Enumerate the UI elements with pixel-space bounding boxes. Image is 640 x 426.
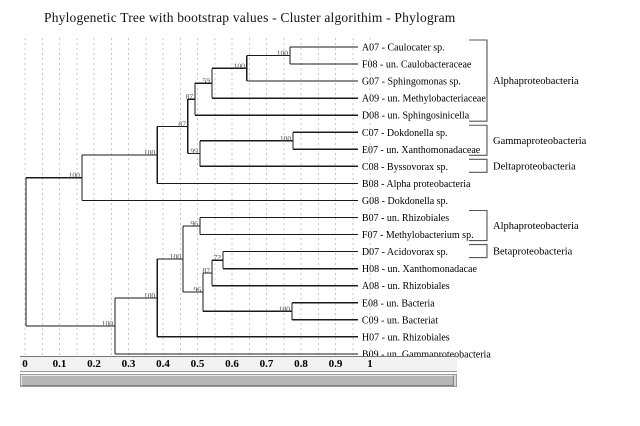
taxon-label[interactable]: B09 - un. Gammaproteobacteria	[362, 349, 491, 360]
bootstrap-value: 100	[102, 319, 114, 328]
axis-tick-label: 0	[22, 358, 28, 370]
group-label: Alphaproteobacteria	[493, 76, 579, 87]
taxon-label[interactable]: H08 - un. Xanthomonadacae	[362, 264, 478, 275]
taxon-label[interactable]: G07 - Sphingomonas sp.	[362, 77, 461, 88]
group-bracket	[469, 39, 488, 122]
bootstrap-value: 87	[186, 92, 194, 101]
bootstrap-value: 96	[190, 219, 198, 228]
taxon-label[interactable]: C07 - Dokdonella sp.	[362, 128, 448, 139]
bootstrap-value: 100	[144, 291, 156, 300]
taxon-label[interactable]: B08 - Alpha proteobacteria	[362, 179, 471, 190]
group-bracket	[469, 124, 488, 156]
axis-tick-label: 0.8	[294, 358, 308, 370]
bootstrap-value: 100	[170, 252, 182, 261]
bootstrap-value: 87	[178, 119, 186, 128]
chart-title: Phylogenetic Tree with bootstrap values …	[44, 10, 456, 25]
scale-ruler: 0 0.1 0.2 0.3 0.4 0.5 0.6 0.7 0.8 0.9 1	[20, 356, 457, 372]
axis-tick-label: 0.9	[328, 358, 343, 370]
bootstrap-value: 100	[277, 49, 289, 58]
bootstrap-value: 100	[69, 171, 81, 180]
taxon-label[interactable]: A07 - Caulocater sp.	[362, 43, 445, 54]
bootstrap-value: 100	[279, 304, 291, 313]
taxon-label[interactable]: H07 - un. Rhizobiales	[362, 332, 450, 343]
axis-tick-label: 0.3	[121, 358, 136, 370]
bootstrap-value: 72	[214, 253, 222, 262]
bootstrap-value: 100	[280, 134, 292, 143]
taxon-label[interactable]: F07 - Methylobacterium sp.	[362, 230, 474, 241]
scrollbar-thumb[interactable]	[21, 375, 454, 386]
taxon-label[interactable]: C09 - un. Bacteriat	[362, 315, 438, 326]
axis-tick-label: 0.4	[156, 358, 170, 370]
axis-tick-label: 0.2	[87, 358, 101, 370]
group-label: Betaproteobacteria	[493, 247, 573, 258]
axis-tick-label: 0.5	[190, 358, 205, 370]
axis-tick-label: 0.7	[259, 358, 274, 370]
axis-tick-label: 0.1	[52, 358, 67, 370]
taxon-label[interactable]: G08 - Dokdonella sp.	[362, 196, 448, 207]
taxon-label[interactable]: A08 - un. Rhizobiales	[362, 281, 450, 292]
taxon-label[interactable]: B07 - un. Rhizobiales	[362, 213, 449, 224]
horizontal-scrollbar[interactable]	[20, 374, 457, 387]
bootstrap-value: 100	[234, 61, 246, 70]
bootstrap-value: 87	[202, 266, 210, 275]
group-label: Gammaproteobacteria	[493, 136, 587, 147]
taxon-label[interactable]: D07 - Acidovorax sp.	[362, 247, 448, 258]
bootstrap-value: 59	[202, 76, 210, 85]
axis-tick-label: 0.6	[225, 358, 239, 370]
bootstrap-value: 99	[190, 147, 198, 156]
group-bracket	[469, 209, 488, 242]
taxon-label[interactable]: E07 - un. Xanthomonadaceae	[362, 145, 481, 156]
group-bracket	[469, 158, 488, 173]
taxon-label[interactable]: F08 - un. Caulobacteraceae	[362, 60, 472, 71]
group-label: Deltaproteobacteria	[493, 161, 576, 172]
group-bracket	[469, 244, 488, 259]
bootstrap-value: 96	[194, 285, 202, 294]
taxon-label[interactable]: E08 - un. Bacteria	[362, 298, 435, 309]
axis-tick-label: 1	[367, 358, 373, 370]
taxon-label[interactable]: C08 - Byssovorax sp.	[362, 162, 448, 173]
group-label: Alphaproteobacteria	[493, 221, 579, 232]
taxon-label[interactable]: D08 - un. Sphingosinicella	[362, 111, 470, 122]
bootstrap-value: 100	[144, 148, 156, 157]
taxon-label[interactable]: A09 - un. Methylobacteriaceae	[362, 94, 486, 105]
